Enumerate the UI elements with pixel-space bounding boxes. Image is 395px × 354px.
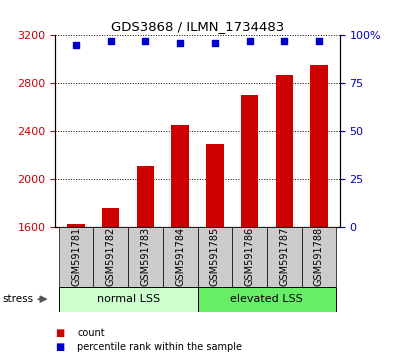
Text: GSM591787: GSM591787 — [279, 227, 289, 286]
Text: count: count — [77, 328, 105, 338]
Text: elevated LSS: elevated LSS — [231, 294, 303, 304]
Point — [177, 40, 183, 46]
Text: GSM591785: GSM591785 — [210, 227, 220, 286]
Text: GSM591781: GSM591781 — [71, 227, 81, 286]
Text: GSM591784: GSM591784 — [175, 227, 185, 286]
Bar — [128, 227, 163, 287]
Point — [142, 38, 149, 44]
Bar — [171, 125, 189, 227]
Point — [246, 38, 253, 44]
Bar — [267, 227, 301, 287]
Bar — [198, 287, 336, 312]
Text: ■: ■ — [55, 328, 64, 338]
Bar — [102, 208, 119, 227]
Text: normal LSS: normal LSS — [96, 294, 160, 304]
Text: percentile rank within the sample: percentile rank within the sample — [77, 342, 242, 352]
Bar — [68, 224, 85, 227]
Bar — [59, 287, 197, 312]
Bar — [94, 227, 128, 287]
Bar — [198, 227, 232, 287]
Text: GSM591788: GSM591788 — [314, 227, 324, 286]
Bar — [232, 227, 267, 287]
Text: GSM591782: GSM591782 — [106, 227, 116, 286]
Text: GSM591783: GSM591783 — [141, 227, 150, 286]
Bar — [59, 227, 94, 287]
Bar — [301, 227, 336, 287]
Bar — [241, 95, 258, 227]
Point — [107, 38, 114, 44]
Bar — [137, 166, 154, 227]
Point — [316, 38, 322, 44]
Bar — [276, 75, 293, 227]
Text: stress: stress — [2, 294, 33, 304]
Point — [73, 42, 79, 48]
Text: GSM591786: GSM591786 — [245, 227, 254, 286]
Point — [281, 38, 288, 44]
Title: GDS3868 / ILMN_1734483: GDS3868 / ILMN_1734483 — [111, 20, 284, 33]
Bar — [206, 144, 224, 227]
Point — [212, 40, 218, 46]
Bar — [310, 65, 327, 227]
Bar — [163, 227, 198, 287]
Text: ■: ■ — [55, 342, 64, 352]
